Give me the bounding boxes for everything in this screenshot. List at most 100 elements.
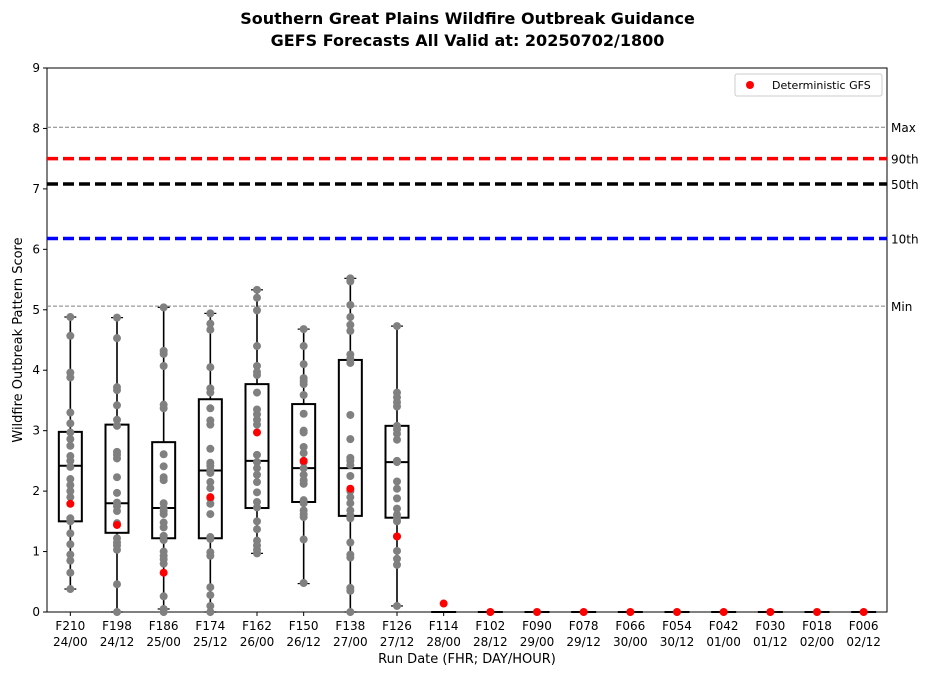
y-tick-label: 8 [32, 121, 40, 135]
ensemble-member-point [206, 484, 215, 493]
ensemble-member-point [393, 402, 401, 411]
ensemble-member-point [66, 517, 75, 526]
deterministic-point [673, 608, 681, 616]
y-tick-label: 1 [32, 545, 40, 559]
ensemble-member-point [66, 462, 75, 471]
ensemble-member-point [253, 361, 261, 370]
deterministic-point [253, 428, 261, 437]
ensemble-member-point [253, 285, 261, 294]
ensemble-member-point [159, 476, 168, 485]
ensemble-member-point [206, 444, 215, 453]
ensemble-member-point [113, 401, 121, 410]
ensemble-member-point [206, 551, 215, 560]
x-tick-label-fhr: F054 [662, 619, 692, 633]
ensemble-member-point [393, 560, 401, 569]
x-tick-label-fhr: F198 [102, 619, 132, 633]
ensemble-member-point [253, 306, 261, 315]
x-tick-label-fhr: F162 [242, 619, 272, 633]
y-tick-label: 2 [32, 484, 40, 498]
ensemble-member-point [66, 331, 75, 340]
ensemble-member-point [66, 481, 75, 490]
ensemble-member-point [253, 517, 261, 526]
deterministic-point [626, 608, 635, 616]
ensemble-member-point [113, 507, 121, 516]
x-tick-label-date: 24/12 [100, 635, 135, 649]
y-tick-label: 5 [32, 303, 40, 317]
x-tick-label-fhr: F126 [382, 619, 412, 633]
ensemble-member-point [206, 363, 215, 372]
ensemble-member-point [346, 493, 355, 502]
ensemble-member-point [66, 487, 75, 496]
ensemble-member-point [113, 415, 121, 424]
ensemble-member-point [253, 478, 261, 487]
ensemble-member-point [66, 441, 75, 450]
x-tick-label-fhr: F030 [755, 619, 785, 633]
ensemble-member-point [159, 361, 168, 370]
ensemble-member-point [206, 319, 215, 328]
ensemble-member-point [393, 429, 401, 438]
ensemble-member-point [299, 464, 308, 473]
ensemble-member-point [113, 580, 121, 589]
ensemble-member-point [299, 499, 308, 508]
deterministic-point [206, 493, 215, 502]
x-tick-label-date: 01/12 [753, 635, 788, 649]
ensemble-member-point [113, 454, 121, 463]
ensemble-member-point [253, 488, 261, 497]
ensemble-member-point [66, 475, 75, 484]
ensemble-member-point [299, 513, 308, 522]
plot-frame [46, 67, 888, 613]
ensemble-member-point [253, 371, 261, 380]
ensemble-member-point [346, 313, 355, 322]
y-tick-label: 9 [32, 61, 40, 75]
ensemble-member-point [346, 410, 355, 419]
ensemble-member-point [66, 456, 75, 465]
x-tick-label-fhr: F006 [849, 619, 879, 633]
ensemble-member-point [206, 420, 215, 429]
threshold-label-50th: 50th [891, 178, 919, 192]
x-tick-label-date: 01/00 [706, 635, 741, 649]
ensemble-member-point [159, 536, 168, 545]
ensemble-member-point [253, 342, 261, 351]
x-tick-label-fhr: F114 [429, 619, 459, 633]
ensemble-member-point [253, 420, 261, 429]
ensemble-member-point [113, 313, 121, 322]
ensemble-member-point [66, 493, 75, 502]
deterministic-point [579, 608, 588, 616]
threshold-label-90th: 90th [891, 153, 919, 167]
x-tick-label-date: 29/00 [520, 635, 555, 649]
ensemble-member-point [66, 408, 75, 417]
ensemble-member-point [393, 477, 401, 486]
ensemble-member-point [346, 320, 355, 329]
x-tick-label-date: 26/12 [286, 635, 321, 649]
ensemble-member-point [159, 404, 168, 413]
ensemble-member-point [253, 549, 261, 558]
legend-box [734, 73, 883, 97]
ensemble-member-point [346, 461, 355, 470]
deterministic-point [766, 608, 775, 616]
ensemble-member-point [346, 514, 355, 523]
ensemble-member-point [159, 510, 168, 519]
ensemble-member-point [299, 449, 308, 458]
ensemble-member-point [159, 349, 168, 358]
deterministic-point [299, 456, 308, 465]
y-tick-label: 4 [32, 363, 40, 377]
x-tick-label-date: 25/00 [146, 635, 181, 649]
deterministic-point [346, 484, 355, 493]
x-tick-label-date: 02/00 [800, 635, 835, 649]
ensemble-member-point [253, 458, 261, 467]
y-axis-label: Wildfire Outbreak Pattern Score [11, 237, 26, 442]
ensemble-member-point [299, 391, 308, 400]
x-tick-label-date: 29/12 [566, 635, 601, 649]
ensemble-member-point [206, 499, 215, 508]
deterministic-point [813, 608, 821, 616]
ensemble-member-point [346, 553, 355, 562]
ensemble-member-point [206, 478, 215, 487]
ensemble-member-point [159, 592, 168, 601]
x-tick-label-date: 27/12 [380, 635, 415, 649]
deterministic-point [533, 608, 541, 616]
deterministic-point [859, 608, 868, 616]
ensemble-member-point [159, 559, 168, 568]
ensemble-member-point [159, 608, 168, 616]
ensemble-member-point [393, 435, 401, 444]
ensemble-member-point [346, 300, 355, 309]
